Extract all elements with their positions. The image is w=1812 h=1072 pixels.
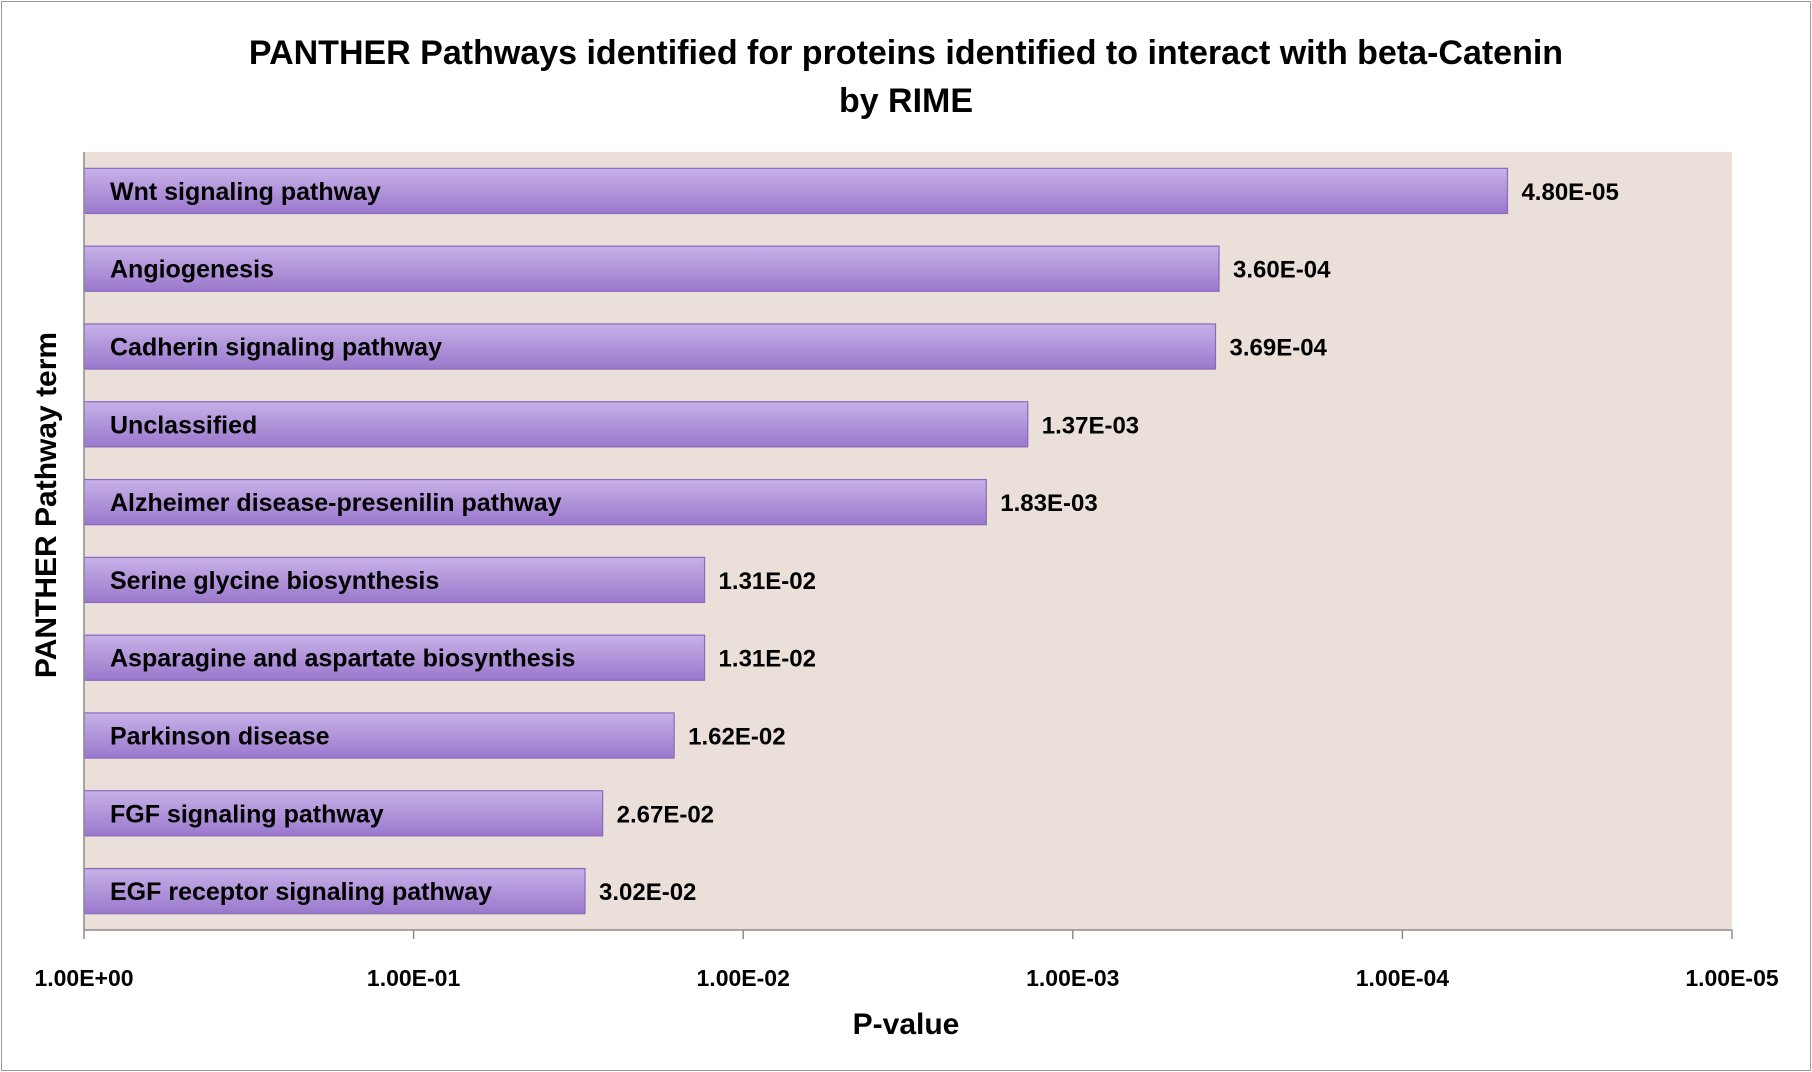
bars-layer: Wnt signaling pathway 4.80E-05 Angiogenesi… bbox=[83, 167, 1619, 915]
chart-title-line1: PANTHER Pathways identified for proteins… bbox=[249, 34, 1563, 72]
bar-data-label: 3.69E-04 bbox=[1230, 335, 1328, 362]
bar-category-label: EGF receptor signaling pathway bbox=[110, 878, 492, 906]
bar-category-label: Angiogenesis bbox=[110, 256, 274, 284]
bar bbox=[83, 323, 1217, 370]
bar-category-label: Alzheimer disease-presenilin pathway bbox=[110, 489, 562, 517]
bar-data-label: 1.83E-03 bbox=[1000, 490, 1097, 517]
bar-category-label: Wnt signaling pathway bbox=[110, 178, 381, 206]
x-tick-label: 1.00E-02 bbox=[697, 965, 790, 991]
x-tick-label: 1.00E-04 bbox=[1356, 965, 1450, 991]
bar-data-label: 3.02E-02 bbox=[599, 879, 696, 906]
bar-data-label: 1.31E-02 bbox=[719, 646, 816, 673]
bar bbox=[83, 401, 1029, 448]
bar-data-label: 1.31E-02 bbox=[719, 568, 816, 595]
y-axis-title: PANTHER Pathway term bbox=[30, 332, 63, 678]
x-tick-label: 1.00E-01 bbox=[367, 965, 461, 991]
x-tick-label: 1.00E+00 bbox=[34, 965, 133, 991]
x-axis-title: P-value bbox=[853, 1008, 960, 1041]
bar-data-label: 3.60E-04 bbox=[1233, 257, 1331, 284]
bar-data-label: 4.80E-05 bbox=[1521, 179, 1618, 206]
bar-category-label: FGF signaling pathway bbox=[110, 800, 384, 828]
x-tick-label: 1.00E-03 bbox=[1026, 965, 1119, 991]
bar-category-label: Cadherin signaling pathway bbox=[110, 334, 442, 362]
bar-category-label: Asparagine and aspartate biosynthesis bbox=[110, 645, 575, 673]
bar bbox=[83, 245, 1220, 292]
bar bbox=[83, 478, 987, 526]
x-axis: 1.00E+00 1.00E-01 1.00E-02 1.00E-03 1.00E-04… bbox=[34, 152, 1779, 991]
bar bbox=[83, 790, 604, 837]
x-tick-label: 1.00E-05 bbox=[1685, 965, 1779, 991]
bar bbox=[83, 712, 675, 759]
bar-category-label: Parkinson disease bbox=[110, 723, 330, 751]
chart-title-line2: by RIME bbox=[839, 82, 973, 120]
bar bbox=[83, 556, 706, 604]
bar-category-label: Serine glycine biosynthesis bbox=[110, 567, 439, 595]
bar bbox=[83, 167, 1509, 215]
bar-category-label: Unclassified bbox=[110, 411, 257, 439]
bar-data-label: 2.67E-02 bbox=[617, 801, 714, 828]
bar-data-label: 1.62E-02 bbox=[688, 724, 785, 751]
bar bbox=[83, 867, 586, 915]
bar-data-label: 1.37E-03 bbox=[1042, 412, 1139, 439]
